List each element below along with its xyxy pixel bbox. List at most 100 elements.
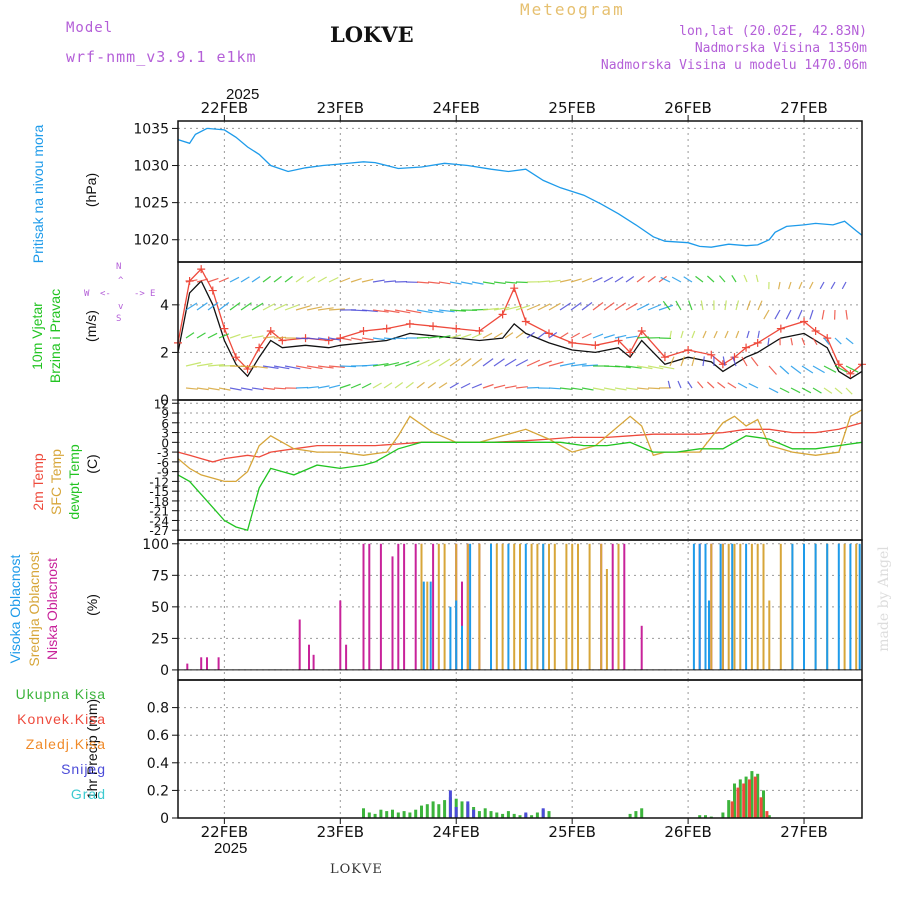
wind-arrow (229, 276, 240, 283)
wind-arrow (196, 332, 206, 339)
precip-bar (730, 801, 734, 818)
clouds-bar (600, 543, 603, 670)
gust-marker (718, 360, 727, 369)
wind-arrow (570, 278, 582, 283)
wind-arrow (185, 361, 202, 367)
wind-arrow (724, 300, 727, 311)
wind-arrow (680, 356, 685, 367)
wind-arrow (394, 337, 408, 340)
wind-arrow (658, 365, 675, 370)
temperature-ytick-label: -27 (149, 524, 169, 538)
wind-arrow (823, 387, 833, 394)
clouds-bar (414, 543, 417, 670)
gust-marker (510, 284, 519, 293)
clouds-ytick-label: 50 (151, 600, 169, 616)
clouds-bar (779, 543, 782, 670)
compass-north: N (116, 262, 122, 272)
wind-arrow (449, 358, 461, 367)
wind-arrow (295, 386, 309, 389)
wind-arrow (515, 331, 524, 339)
wind-arrow (548, 302, 561, 311)
clouds-bar (217, 657, 220, 670)
clouds-bar (756, 543, 759, 670)
clouds-bar (200, 657, 203, 670)
wind-arrow (482, 332, 493, 339)
wind-arrow (526, 303, 541, 311)
wind-arrow (405, 309, 422, 314)
legend-graupel: Grad (70, 786, 106, 802)
precip-bar (765, 811, 769, 818)
wind-arrow (427, 309, 444, 313)
precip-bar (466, 801, 470, 818)
wind-arrow (548, 279, 561, 283)
precip-ytick-label: 0.8 (147, 701, 169, 717)
wind-arrow (394, 361, 410, 367)
precip-bar (396, 812, 400, 818)
wind-arrow (218, 387, 231, 391)
gust-marker (660, 353, 669, 362)
wind-arrow (830, 281, 836, 290)
wind-arrow (207, 302, 219, 311)
wind-arrow (383, 382, 393, 389)
wind-arrow (746, 330, 750, 339)
wind-arrow (548, 387, 561, 390)
wind-arrow (449, 382, 459, 389)
clouds-bar (577, 543, 579, 670)
wind-arrow (251, 302, 264, 311)
wind-arrow (841, 281, 847, 290)
temperature-ytick-label: -9 (157, 466, 169, 480)
precip-bar (698, 815, 702, 818)
clouds-bar (858, 543, 861, 670)
clouds-bar (710, 543, 713, 670)
wind-arrow (614, 387, 627, 391)
clouds-bar (588, 543, 591, 670)
pressure-ytick-label: 1035 (133, 121, 169, 137)
wind-arrow (675, 300, 682, 311)
gust-marker (753, 338, 762, 347)
clouds-bar (733, 543, 736, 670)
wind-arrow (240, 302, 252, 311)
wind-arrow (460, 382, 471, 389)
wind-arrow (416, 359, 430, 367)
wind-arrow (339, 277, 351, 283)
coordinates: lon,lat (20.02E, 42.83N) (679, 24, 867, 39)
gust-marker (498, 310, 507, 319)
wind-arrow (471, 281, 484, 285)
wind-arrow (416, 336, 429, 339)
precip-bar (362, 808, 365, 818)
wind-arrow (735, 300, 740, 311)
precip-bar (640, 808, 644, 818)
wind-arrow (262, 336, 275, 339)
gust-marker (846, 369, 855, 378)
precip-bar (448, 790, 452, 818)
x-tick-label-top: 25FEB (548, 99, 595, 117)
clouds-bar (432, 543, 435, 670)
precip-bar (425, 804, 429, 818)
wind-arrow (570, 387, 583, 391)
wind-arrow (748, 382, 759, 389)
clouds-bar (719, 543, 722, 670)
clouds-ytick-label: 75 (151, 568, 169, 584)
wind-arrow (394, 309, 411, 314)
precip-bar (524, 812, 528, 818)
wind-arrow (350, 278, 362, 283)
wind-arrow (570, 302, 582, 311)
clouds-bar (449, 606, 452, 670)
wind-arrow (581, 364, 598, 367)
wind-arrow (328, 337, 341, 341)
wind-arrow (383, 280, 396, 283)
wind-arrow (361, 278, 374, 283)
clouds-bar (548, 543, 550, 670)
gust-marker (637, 327, 646, 335)
precip-bar (431, 801, 435, 818)
wind-arrow (823, 365, 837, 373)
wind-arrow (449, 281, 462, 285)
wind-arrow (592, 302, 604, 311)
precip-bar (402, 811, 406, 818)
station-title: LOKVE (330, 22, 414, 47)
wind-arrow (438, 281, 451, 285)
wind-arrow (515, 359, 529, 367)
wind-arrow (797, 309, 803, 320)
x-tick-label-bottom: 22FEB (201, 823, 248, 841)
wind-ytick-label: 2 (160, 345, 169, 361)
